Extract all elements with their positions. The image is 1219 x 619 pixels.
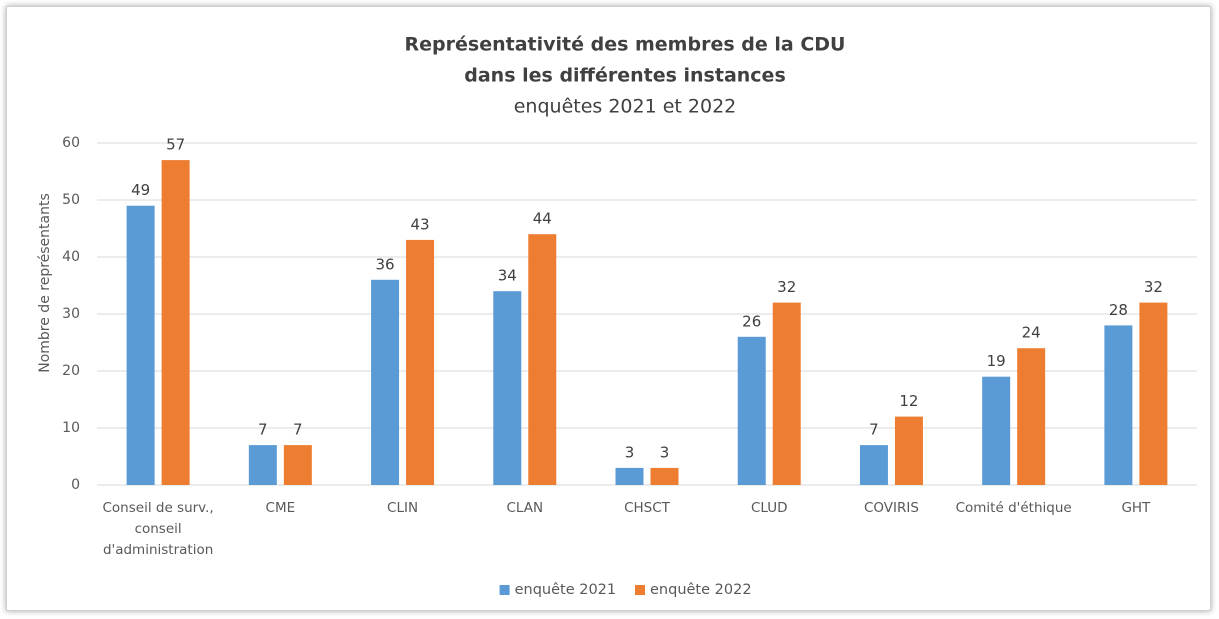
chart-title: dans les différentes instances xyxy=(464,65,786,87)
bar xyxy=(406,239,435,485)
legend-label: enquête 2021 xyxy=(515,582,617,598)
bar xyxy=(161,160,190,485)
y-tick-label: 10 xyxy=(62,420,80,436)
data-label: 44 xyxy=(533,210,552,228)
data-label: 57 xyxy=(166,136,185,154)
data-label: 19 xyxy=(987,352,1006,370)
data-label: 7 xyxy=(869,421,879,439)
x-tick-label: CLAN xyxy=(506,500,544,516)
bar xyxy=(283,445,312,485)
bar xyxy=(772,302,801,485)
data-label: 3 xyxy=(660,443,670,461)
y-tick-label: 60 xyxy=(62,135,80,151)
x-tick-label: GHT xyxy=(1121,500,1151,516)
data-label: 24 xyxy=(1022,324,1041,342)
x-tick-label: Comité d'éthique xyxy=(955,500,1072,516)
chart-title: Représentativité des membres de la CDU xyxy=(405,34,846,56)
data-label: 34 xyxy=(498,267,517,285)
y-tick-label: 0 xyxy=(71,477,80,493)
data-label: 7 xyxy=(293,421,303,439)
bar xyxy=(493,291,522,485)
bar xyxy=(528,234,557,485)
legend-label: enquête 2022 xyxy=(650,582,752,598)
bar xyxy=(1104,325,1133,485)
bar xyxy=(1017,348,1046,485)
data-label: 7 xyxy=(258,421,268,439)
legend-swatch xyxy=(635,585,645,595)
data-label: 43 xyxy=(411,215,430,233)
y-tick-label: 40 xyxy=(62,249,80,265)
y-tick-label: 20 xyxy=(62,363,80,379)
bar xyxy=(650,467,679,485)
data-label: 28 xyxy=(1109,301,1128,319)
y-tick-label: 50 xyxy=(62,192,80,208)
bar xyxy=(737,336,766,485)
x-tick-label: COVIRIS xyxy=(863,500,919,516)
bar xyxy=(894,416,923,485)
x-tick-label: CLUD xyxy=(750,500,788,516)
x-tick-label: CHSCT xyxy=(624,500,670,516)
data-label: 32 xyxy=(1144,278,1163,296)
data-label: 12 xyxy=(899,392,918,410)
chart-frame xyxy=(6,6,1211,611)
bar xyxy=(126,205,155,485)
chart-subtitle: enquêtes 2021 et 2022 xyxy=(514,96,737,118)
legend-swatch xyxy=(499,585,510,595)
bar xyxy=(371,279,400,485)
y-tick-label: 30 xyxy=(62,306,80,322)
x-tick-label: Conseil de surv., conseil d'administrati… xyxy=(102,500,214,558)
bar xyxy=(248,445,277,485)
bar xyxy=(859,445,888,485)
data-label: 3 xyxy=(625,443,635,461)
bar xyxy=(1139,302,1168,485)
bar xyxy=(982,376,1011,485)
data-label: 32 xyxy=(777,278,796,296)
data-label: 36 xyxy=(376,255,395,273)
x-tick-label: CME xyxy=(265,500,296,516)
y-axis-label: Nombre de représentants xyxy=(37,193,53,373)
bar xyxy=(615,467,644,485)
x-tick-label: CLIN xyxy=(387,500,419,516)
data-label: 26 xyxy=(742,312,761,330)
data-label: 49 xyxy=(131,181,150,199)
